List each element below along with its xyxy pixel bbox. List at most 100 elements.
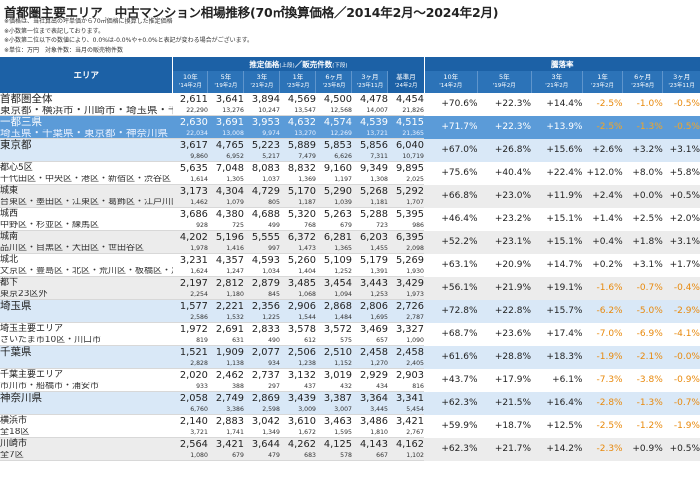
rate-cell: +20.9% — [477, 253, 532, 277]
price-cell: 3,644 — [243, 437, 280, 451]
price-cell: 6,203 — [351, 230, 388, 244]
price-cell: 3,486 — [351, 414, 388, 428]
table-row-counts: 2,586 1,532 1,225 1,544 1,484 1,695 2,787 — [0, 313, 700, 323]
rate-cell: -1.6% — [582, 276, 623, 300]
rate-cell: +43.7% — [424, 368, 478, 392]
price-table: エリア 推定価格(上段)／販売件数(下段) 騰落率 10年 '14年2月 5年 '19… — [0, 57, 700, 461]
price-cell: 5,170 — [279, 184, 316, 198]
table-row-counts: 品川区・目黒区・大田区・世田谷区 1,978 1,416 997 1,473 1,365 1… — [0, 244, 700, 254]
rate-cell: -5.0% — [622, 299, 663, 323]
table-row: 首都圏全体 2,611 3,641 3,894 4,569 4,500 4,478 4,454… — [0, 93, 700, 116]
price-cell: 4,574 — [315, 115, 352, 129]
count-cell: 805 — [243, 198, 280, 208]
table-row: 東京都 3,617 4,765 5,223 5,889 5,853 5,856 6,040 +6… — [0, 138, 700, 162]
area-subareas: さいたま市10区・川口市 — [0, 336, 173, 346]
rate-cell: +68.7% — [424, 322, 478, 346]
price-cell: 4,632 — [279, 115, 316, 129]
price-cell: 3,686 — [172, 207, 208, 221]
rate-cell: +17.4% — [531, 322, 583, 346]
rate-cell: +1.7% — [662, 253, 700, 277]
count-cell: 928 — [172, 221, 208, 231]
table-row-counts: 2,828 1,138 934 1,238 1,152 1,270 2,405 — [0, 359, 700, 369]
count-cell: 1,614 — [172, 175, 208, 185]
price-cell: 4,688 — [243, 207, 280, 221]
price-cell: 3,463 — [315, 414, 352, 428]
area-subareas — [0, 359, 173, 369]
rate-col-header: 5年 '19年2月 — [477, 71, 532, 93]
rate-cell: -1.3% — [622, 391, 663, 415]
rate-cell: -1.3% — [622, 115, 663, 139]
table-row: 神奈川県 2,058 2,749 2,869 3,439 3,387 3,364 3,341 +… — [0, 391, 700, 415]
rate-cell: +0.4% — [582, 230, 623, 254]
price-col-header: 5年 '19年2月 — [207, 71, 244, 93]
table-row: 城北 3,231 4,357 4,593 5,260 5,109 5,179 5,269 +63… — [0, 253, 700, 277]
rate-cell: +17.9% — [477, 368, 532, 392]
area-subareas: 台東区・墨田区・江東区・葛飾区・江戸川区 — [0, 198, 173, 208]
area-name: 埼玉県 — [0, 299, 173, 313]
rate-cell: +0.9% — [622, 437, 663, 461]
rate-cell: -0.9% — [662, 368, 700, 392]
price-cell: 4,478 — [351, 93, 388, 106]
rate-cell: +66.8% — [424, 184, 478, 208]
price-cell: 2,077 — [243, 345, 280, 359]
price-cell: 3,691 — [207, 115, 244, 129]
table-row: 埼玉県 1,577 2,221 2,356 2,906 2,868 2,806 2,726 +7… — [0, 299, 700, 323]
count-cell: 6,952 — [207, 152, 244, 162]
count-cell: 578 — [315, 451, 352, 461]
price-cell: 2,462 — [207, 368, 244, 382]
count-cell: 13,547 — [279, 106, 316, 116]
rate-cell: +62.3% — [424, 437, 478, 461]
count-cell: 1,252 — [315, 267, 352, 277]
area-subareas: 文京区・豊島区・北区・荒川区・板橋区・足立区 — [0, 267, 173, 277]
table-row: 横浜市 2,140 2,883 3,042 3,610 3,463 3,486 3,421 +5… — [0, 414, 700, 438]
count-cell: 13,276 — [207, 106, 244, 116]
count-cell: 2,598 — [243, 405, 280, 415]
table-row: 都下 2,197 2,812 2,879 3,485 3,454 3,443 3,429 +56… — [0, 276, 700, 300]
price-cell: 4,304 — [207, 184, 244, 198]
note-line: ※小数第二位以下の数値により、0.0%は-0.0%や+0.0%と表記が変わる場合… — [4, 37, 253, 44]
area-name: 城北 — [0, 253, 173, 267]
price-cell: 2,929 — [351, 368, 388, 382]
rate-cell: +59.9% — [424, 414, 478, 438]
price-cell: 3,173 — [172, 184, 208, 198]
count-cell: 6,760 — [172, 405, 208, 415]
rate-cell: +14.4% — [531, 93, 583, 116]
price-cell: 2,356 — [243, 299, 280, 313]
count-cell: 1,391 — [351, 267, 388, 277]
price-cell: 4,593 — [243, 253, 280, 267]
rate-cell: -3.8% — [622, 368, 663, 392]
count-cell: 13,008 — [207, 129, 244, 139]
count-cell: 13,270 — [279, 129, 316, 139]
price-cell: 5,853 — [315, 138, 352, 152]
count-cell: 1,094 — [315, 290, 352, 300]
price-col-header: 10年 '14年2月 — [172, 71, 208, 93]
count-cell: 2,098 — [387, 244, 424, 254]
price-cell: 3,610 — [279, 414, 316, 428]
count-cell: 1,349 — [243, 428, 280, 438]
price-cell: 1,909 — [207, 345, 244, 359]
count-cell: 1,034 — [243, 267, 280, 277]
price-cell: 4,454 — [387, 93, 424, 106]
price-cell: 2,611 — [172, 93, 208, 106]
count-cell: 1,102 — [387, 451, 424, 461]
price-cell: 2,749 — [207, 391, 244, 405]
table-row-counts: 市川市・船橋市・浦安市 933 388 297 437 432 434 816 — [0, 382, 700, 392]
rate-cell: +3.1% — [662, 230, 700, 254]
price-cell: 4,262 — [279, 437, 316, 451]
count-cell: 21,826 — [387, 106, 424, 116]
price-cell: 1,972 — [172, 322, 208, 336]
price-cell: 5,320 — [279, 207, 316, 221]
note-line: ※価格は、当社算出の坪単価から70㎡価格に換算した推定価格 — [4, 18, 173, 25]
rate-cell: -7.0% — [582, 322, 623, 346]
count-cell: 845 — [243, 290, 280, 300]
count-cell: 7,479 — [279, 152, 316, 162]
rate-cell: +2.4% — [582, 184, 623, 208]
rate-cell: +0.5% — [662, 437, 700, 461]
table-row: 城西 3,686 4,380 4,688 5,320 5,263 5,288 5,395 +46… — [0, 207, 700, 231]
area-subareas: 市川市・船橋市・浦安市 — [0, 382, 173, 392]
rate-cell: -2.5% — [582, 414, 623, 438]
count-cell: 819 — [172, 336, 208, 346]
rate-cell: -0.5% — [662, 115, 700, 139]
count-cell: 1,079 — [207, 198, 244, 208]
count-cell: 21,365 — [387, 129, 424, 139]
